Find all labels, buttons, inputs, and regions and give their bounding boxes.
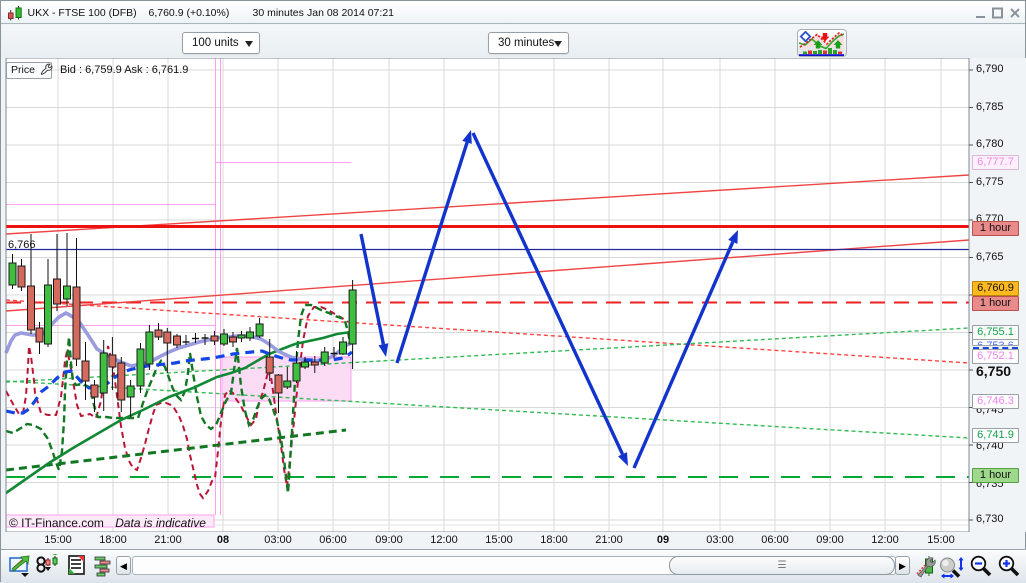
svg-text:6,766: 6,766 [8, 239, 36, 251]
